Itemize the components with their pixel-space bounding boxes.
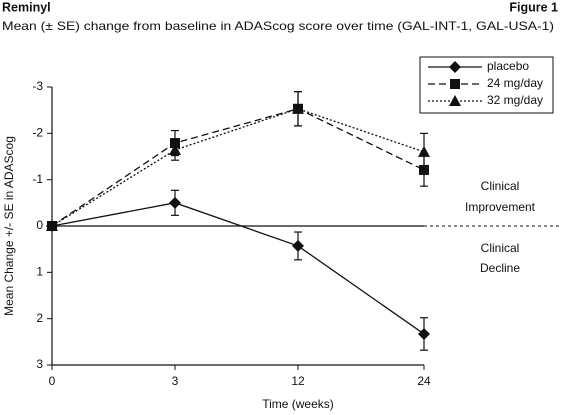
x-tick-label: 12	[291, 374, 305, 388]
data-point	[292, 102, 304, 114]
legend-label: 32 mg/day	[487, 93, 543, 107]
data-point	[169, 144, 181, 156]
y-tick-label: 1	[36, 265, 43, 279]
header-right: Figure 1	[509, 0, 558, 14]
data-point	[418, 327, 430, 340]
data-point	[292, 239, 304, 252]
data-point	[169, 196, 181, 209]
legend-box	[419, 56, 554, 114]
x-axis-label: Time (weeks)	[262, 397, 334, 411]
legend-label: placebo	[487, 59, 529, 73]
chart-subtitle: Mean (± SE) change from baseline in ADAS…	[2, 19, 554, 33]
y-tick-label: 3	[36, 357, 43, 371]
y-tick-label: -2	[32, 126, 43, 140]
legend-label: 24 mg/day	[487, 76, 543, 90]
y-tick-label: -1	[32, 172, 43, 186]
series-line	[51, 108, 425, 227]
header-left: Reminyl	[2, 0, 51, 14]
data-point	[418, 145, 430, 157]
y-tick-label: -3	[32, 79, 43, 93]
legend-swatch-marker	[449, 95, 461, 106]
annotation: Clinical	[481, 241, 520, 255]
series-line	[51, 108, 425, 227]
y-tick-label: 0	[36, 218, 43, 232]
y-axis-label: Mean Change +/- SE in ADAScog	[2, 136, 16, 316]
x-tick-label: 0	[49, 374, 56, 388]
legend-swatch-marker	[449, 61, 461, 73]
annotation: Clinical	[481, 179, 520, 193]
legend-swatch-marker	[450, 79, 460, 89]
x-tick-label: 3	[172, 374, 179, 388]
annotation: Decline	[480, 261, 520, 275]
series-line	[51, 202, 425, 335]
annotation: Improvement	[465, 200, 536, 214]
y-tick-label: 2	[36, 311, 43, 325]
x-tick-label: 24	[417, 374, 431, 388]
data-point	[46, 220, 58, 231]
